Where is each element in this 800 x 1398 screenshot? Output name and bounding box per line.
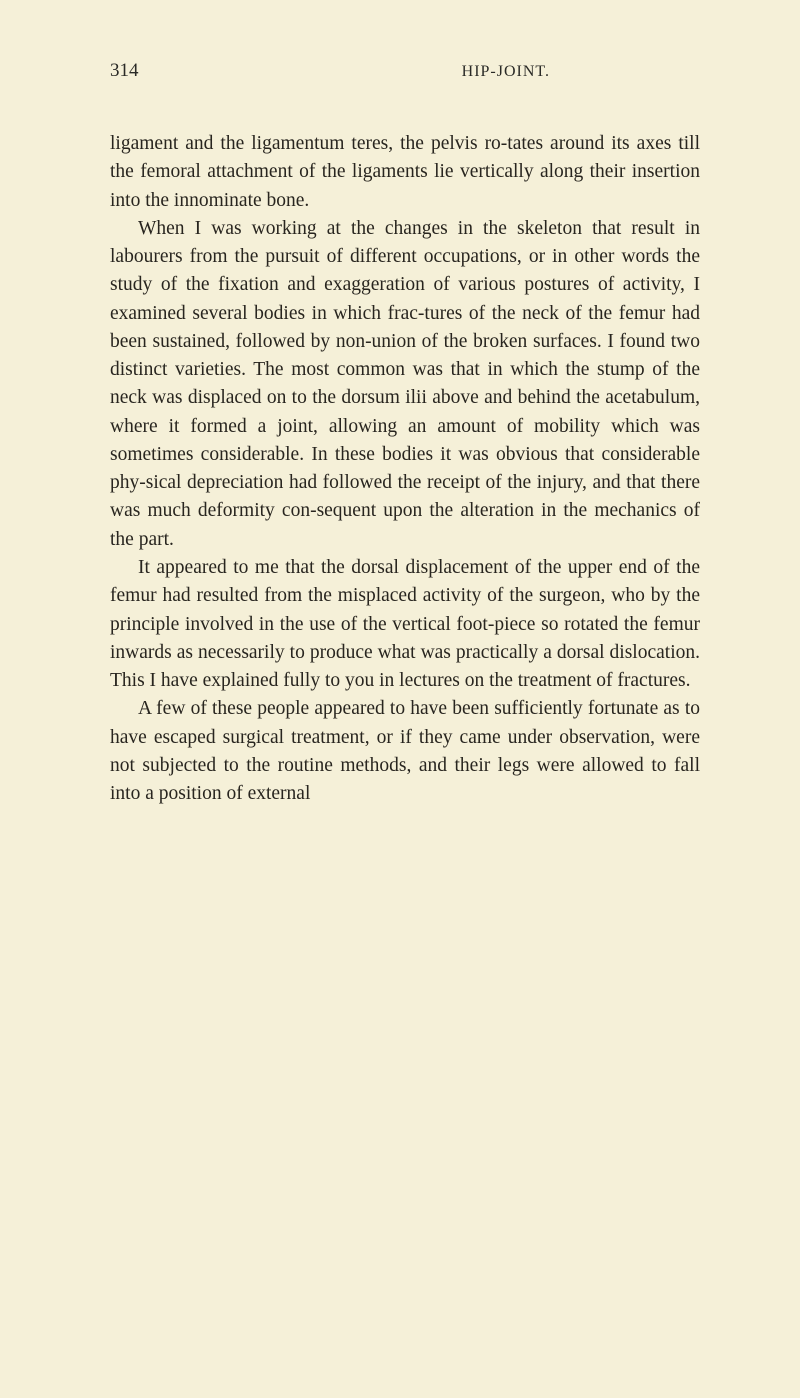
page-header: 314 HIP-JOINT. — [110, 60, 700, 82]
book-page: 314 HIP-JOINT. ligament and the ligament… — [0, 0, 800, 868]
paragraph: When I was working at the changes in the… — [110, 215, 700, 554]
paragraph: A few of these people appeared to have b… — [110, 695, 700, 808]
body-text: ligament and the ligamentum teres, the p… — [110, 130, 700, 808]
page-number: 314 — [110, 60, 139, 82]
paragraph: ligament and the ligamentum teres, the p… — [110, 130, 700, 215]
running-title: HIP-JOINT. — [462, 63, 700, 81]
paragraph: It appeared to me that the dorsal displa… — [110, 554, 700, 695]
